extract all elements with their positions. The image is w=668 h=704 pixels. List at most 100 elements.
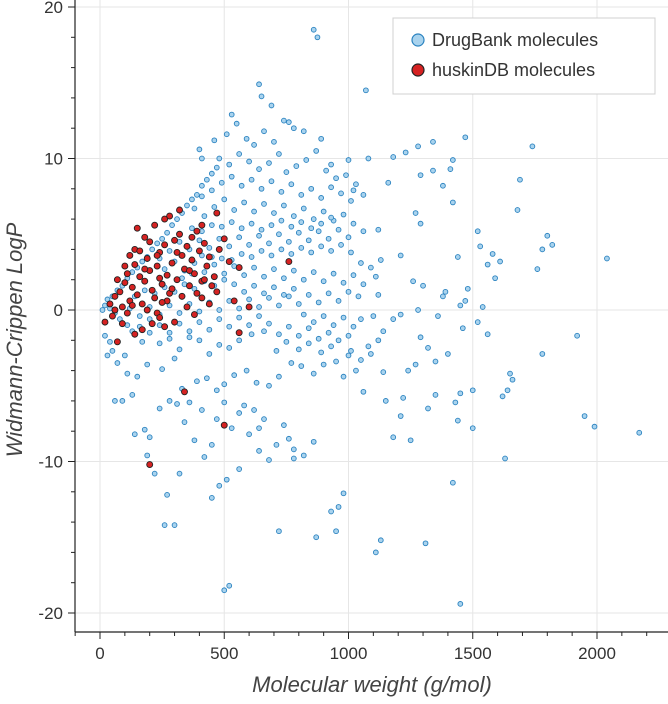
data-point <box>266 240 272 247</box>
data-point <box>276 231 282 238</box>
data-point <box>365 343 372 350</box>
data-point <box>256 448 262 454</box>
data-point <box>425 345 431 351</box>
data-point <box>305 340 312 347</box>
data-point <box>206 351 213 357</box>
data-point <box>261 290 267 297</box>
data-point <box>151 470 158 477</box>
data-point <box>131 261 139 268</box>
data-point <box>499 393 506 400</box>
data-point <box>276 302 282 309</box>
data-point <box>213 164 220 171</box>
data-point <box>236 314 243 321</box>
data-point <box>176 230 183 238</box>
data-point <box>231 372 238 378</box>
data-point <box>397 413 404 419</box>
x-tick-label: 0 <box>95 644 104 663</box>
data-point <box>313 148 320 154</box>
data-point <box>345 332 352 339</box>
data-point <box>261 201 267 207</box>
data-point <box>335 298 342 304</box>
data-point <box>183 242 191 250</box>
data-point <box>350 220 357 227</box>
data-point <box>174 401 180 407</box>
data-point <box>517 176 523 183</box>
data-point <box>107 338 113 345</box>
data-point <box>380 328 387 335</box>
data-point <box>109 348 116 354</box>
data-point <box>450 157 456 163</box>
data-point <box>417 220 424 227</box>
data-point <box>407 437 414 444</box>
data-point <box>298 192 305 198</box>
y-axis-title: Widmann-Crippen LogP <box>2 222 27 457</box>
data-point <box>171 522 178 528</box>
data-point <box>241 272 247 279</box>
data-point <box>213 209 221 217</box>
data-point <box>457 302 464 309</box>
data-point <box>325 329 332 336</box>
data-point <box>390 434 397 441</box>
data-point <box>190 270 198 278</box>
data-point <box>417 334 424 341</box>
data-point <box>149 246 156 253</box>
data-point <box>636 429 643 436</box>
data-point <box>193 227 201 235</box>
data-point <box>266 295 272 301</box>
data-point <box>450 199 456 206</box>
data-point <box>340 314 347 321</box>
data-point <box>335 226 342 233</box>
data-point <box>281 292 287 298</box>
data-point <box>251 142 257 148</box>
data-point <box>126 252 134 259</box>
data-point <box>184 202 190 209</box>
data-point <box>208 170 215 177</box>
data-point <box>462 298 469 304</box>
data-point <box>221 399 228 406</box>
data-point <box>273 441 280 448</box>
data-point <box>375 226 382 233</box>
legend-marker-huskindb <box>411 63 425 77</box>
data-point <box>241 288 247 295</box>
data-point <box>420 282 426 289</box>
data-point <box>405 367 411 374</box>
data-point <box>348 348 354 354</box>
data-point <box>166 329 173 336</box>
data-point <box>315 299 322 306</box>
data-point <box>574 332 580 339</box>
data-point <box>108 312 116 320</box>
data-point <box>198 294 206 302</box>
data-point <box>139 258 146 265</box>
data-point <box>235 264 243 272</box>
data-point <box>539 246 546 253</box>
data-point <box>221 276 228 283</box>
data-point <box>230 297 238 305</box>
legend: DrugBank molecules huskinDB molecules <box>392 17 656 95</box>
data-point <box>459 325 466 332</box>
data-point <box>313 534 320 541</box>
data-point <box>308 185 315 192</box>
data-point <box>216 307 223 313</box>
data-point <box>246 158 252 165</box>
data-point <box>156 314 164 322</box>
data-point <box>318 195 325 201</box>
data-point <box>268 102 275 109</box>
data-point <box>300 128 307 135</box>
data-point <box>256 81 262 88</box>
data-point <box>188 233 196 241</box>
data-point <box>131 330 139 338</box>
data-point <box>246 322 252 329</box>
data-point <box>464 285 471 292</box>
data-point <box>221 587 228 594</box>
data-point <box>256 304 262 310</box>
data-point <box>581 413 588 419</box>
data-point <box>266 382 272 389</box>
data-point <box>189 196 195 203</box>
data-point <box>245 303 253 311</box>
data-point <box>161 215 169 223</box>
data-point <box>328 508 334 515</box>
data-point <box>318 243 325 250</box>
data-point <box>256 425 262 432</box>
data-point <box>276 373 282 380</box>
data-point <box>283 338 290 345</box>
